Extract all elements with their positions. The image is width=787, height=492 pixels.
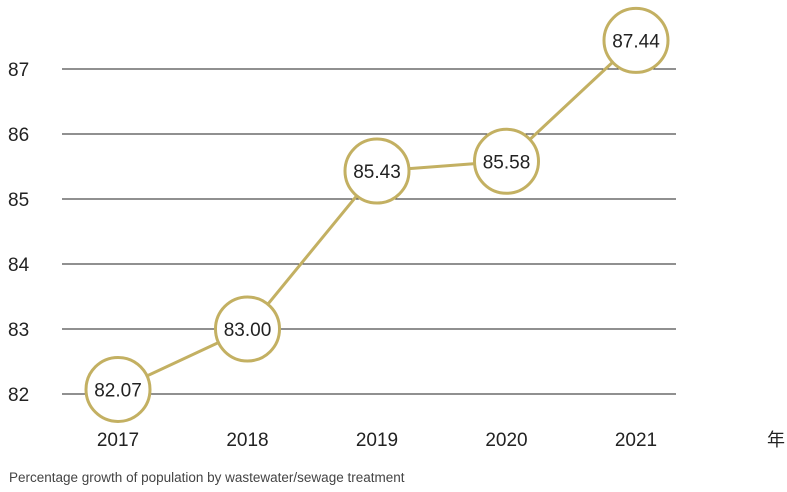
- data-label: 83.00: [224, 320, 272, 341]
- y-tick-label: 83: [8, 320, 29, 341]
- series-line-path: [117, 39, 638, 391]
- y-axis-ticks: 82 83 84 85 86 87: [8, 60, 30, 406]
- y-tick-label: 87: [8, 60, 29, 81]
- x-tick-label: 2017: [97, 430, 139, 451]
- data-label: 87.44: [612, 31, 660, 52]
- x-tick-label: 2019: [356, 430, 398, 451]
- chart-caption: Percentage growth of population by waste…: [9, 470, 405, 485]
- x-tick-label: 2018: [226, 430, 268, 451]
- x-axis-unit: 年: [767, 430, 785, 451]
- data-labels: 82.07 83.00 85.43 85.58 87.44: [94, 31, 660, 401]
- x-axis-ticks: 2017 2018 2019 2020 2021: [97, 430, 657, 451]
- gridlines: [62, 68, 676, 395]
- y-tick-label: 85: [8, 190, 29, 211]
- data-label: 85.43: [353, 162, 401, 183]
- data-point-marker: [84, 355, 152, 423]
- y-tick-label: 84: [8, 255, 30, 276]
- x-tick-label: 2020: [485, 430, 527, 451]
- data-point-marker: [343, 137, 411, 205]
- data-label: 85.58: [483, 152, 531, 173]
- data-label: 82.07: [94, 380, 142, 401]
- x-tick-label: 2021: [615, 430, 657, 451]
- data-point-marker: [602, 6, 670, 74]
- y-tick-label: 82: [8, 385, 29, 406]
- data-point-marker: [214, 295, 281, 363]
- data-markers: [84, 6, 670, 423]
- data-point-marker: [473, 127, 540, 195]
- y-tick-label: 86: [8, 125, 29, 146]
- series-line: [117, 39, 638, 391]
